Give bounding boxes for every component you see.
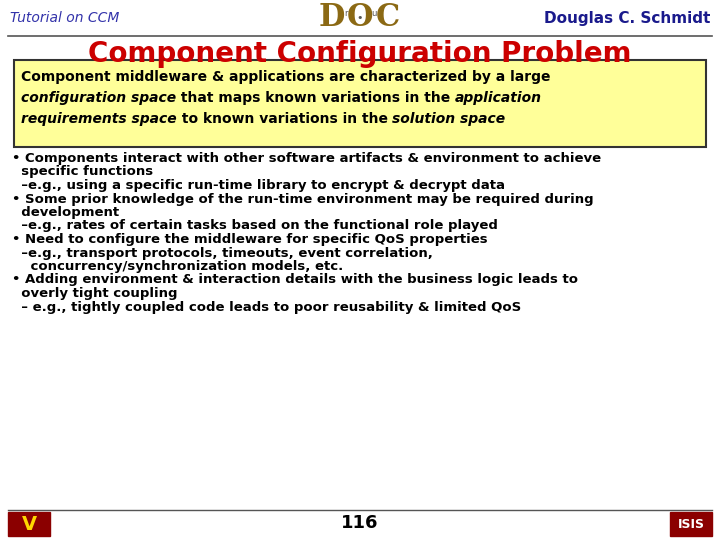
Text: Component Configuration Problem: Component Configuration Problem — [89, 40, 631, 68]
Text: –e.g., rates of certain tasks based on the functional role played: –e.g., rates of certain tasks based on t… — [12, 219, 498, 233]
Text: requirements space: requirements space — [21, 112, 176, 126]
Text: that maps known variations in the: that maps known variations in the — [176, 91, 455, 105]
FancyBboxPatch shape — [8, 512, 50, 536]
Text: r: r — [344, 10, 348, 18]
Text: concurrency/synchronization models, etc.: concurrency/synchronization models, etc. — [12, 260, 343, 273]
Text: Tutorial on CCM: Tutorial on CCM — [10, 11, 120, 25]
Text: • Components interact with other software artifacts & environment to achieve: • Components interact with other softwar… — [12, 152, 601, 165]
Text: –e.g., using a specific run-time library to encrypt & decrypt data: –e.g., using a specific run-time library… — [12, 179, 505, 192]
Text: – e.g., tightly coupled code leads to poor reusability & limited QoS: – e.g., tightly coupled code leads to po… — [12, 300, 521, 314]
Text: 116: 116 — [341, 514, 379, 532]
Text: V: V — [22, 515, 37, 534]
Text: configuration space: configuration space — [21, 91, 176, 105]
Text: ISIS: ISIS — [678, 517, 704, 530]
Text: • Need to configure the middleware for specific QoS properties: • Need to configure the middleware for s… — [12, 233, 487, 246]
Text: Component middleware & applications are characterized by a large: Component middleware & applications are … — [21, 70, 551, 84]
Text: u: u — [372, 10, 377, 18]
Text: –e.g., transport protocols, timeouts, event correlation,: –e.g., transport protocols, timeouts, ev… — [12, 246, 433, 260]
Text: • Some prior knowledge of the run-time environment may be required during: • Some prior knowledge of the run-time e… — [12, 192, 593, 206]
Text: to known variations in the: to known variations in the — [176, 112, 392, 126]
Text: development: development — [12, 206, 119, 219]
Text: • Adding environment & interaction details with the business logic leads to: • Adding environment & interaction detai… — [12, 273, 578, 287]
FancyBboxPatch shape — [14, 60, 706, 147]
Text: Douglas C. Schmidt: Douglas C. Schmidt — [544, 10, 710, 25]
Text: C: C — [376, 3, 400, 33]
Text: •: • — [356, 13, 364, 23]
FancyBboxPatch shape — [670, 512, 712, 536]
Text: D: D — [319, 3, 345, 33]
Text: application: application — [455, 91, 542, 105]
Text: specific functions: specific functions — [12, 165, 153, 179]
Text: O: O — [347, 3, 373, 33]
Text: overly tight coupling: overly tight coupling — [12, 287, 178, 300]
Text: solution space: solution space — [392, 112, 505, 126]
